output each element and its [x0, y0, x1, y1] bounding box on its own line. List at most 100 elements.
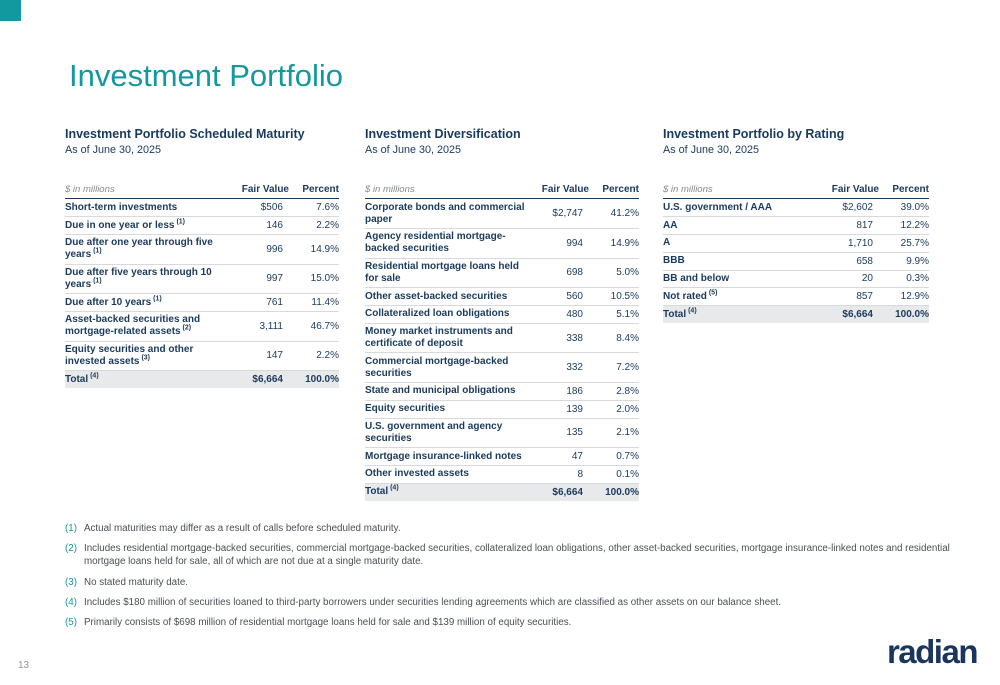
- section-by-rating: Investment Portfolio by Rating As of Jun…: [663, 127, 929, 323]
- table-subtitle-diversification: As of June 30, 2025: [365, 144, 462, 157]
- percent-cell: 7.6%: [316, 202, 339, 214]
- percent-cell: 2.0%: [616, 403, 639, 415]
- fair-value-cell: 560: [566, 291, 583, 303]
- fair-value-cell: 698: [566, 267, 583, 279]
- row-label: U.S. government and agency securities: [365, 421, 503, 444]
- footnote-ref: (1): [91, 277, 102, 285]
- fair-value-cell: $506: [260, 202, 283, 214]
- radian-logo: radian: [886, 633, 979, 670]
- fair-value-cell: 761: [266, 297, 283, 309]
- percent-cell: 7.2%: [616, 362, 639, 374]
- page-title: Investment Portfolio: [69, 58, 343, 93]
- fair-value-cell: 135: [566, 427, 583, 439]
- table-row: Equity securities 139 2.0%: [365, 400, 639, 419]
- table-header-row: $ in millions Fair Value Percent: [65, 182, 339, 199]
- fair-value-cell: $6,664: [252, 374, 283, 386]
- table-row: Mortgage insurance-linked notes 47 0.7%: [365, 448, 639, 466]
- percent-cell: 100.0%: [605, 486, 639, 498]
- table-row: AA 817 12.2%: [663, 217, 929, 235]
- footnote: (2) Includes residential mortgage-backed …: [65, 542, 953, 568]
- footnote-text: Actual maturities may differ as a result…: [84, 523, 401, 534]
- table-row: Due after five years through 10 years (1…: [65, 264, 339, 294]
- percent-cell: 41.2%: [610, 208, 639, 220]
- col-header-percent: Percent: [602, 184, 639, 196]
- row-label: Total (4): [663, 307, 697, 320]
- row-label: Residential mortgage loans held for sale: [365, 261, 519, 284]
- row-label: Other asset-backed securities: [365, 290, 508, 302]
- fair-value-cell: $2,602: [842, 202, 873, 214]
- table-row: State and municipal obligations 186 2.8%: [365, 382, 639, 401]
- table-title-scheduled-maturity: Investment Portfolio Scheduled Maturity: [65, 127, 305, 141]
- row-label: A: [663, 237, 671, 249]
- percent-cell: 2.8%: [616, 385, 639, 397]
- table-row: Other invested assets 8 0.1%: [365, 465, 639, 484]
- percent-cell: 9.9%: [906, 255, 929, 267]
- footnote-ref: (1): [151, 295, 162, 303]
- footnote-ref: (4): [686, 307, 697, 315]
- row-label: Due after five years through 10 years (1…: [65, 267, 212, 290]
- table-header-row: $ in millions Fair Value Percent: [663, 182, 929, 199]
- table-total-row: Total (4) $6,664 100.0%: [65, 370, 339, 388]
- row-label: AA: [663, 219, 678, 231]
- percent-cell: 14.9%: [610, 237, 639, 249]
- table-row: Due after 10 years (1) 761 11.4%: [65, 294, 339, 312]
- footnote-text: Includes $180 million of securities loan…: [84, 596, 782, 608]
- row-label: Total (4): [65, 372, 99, 385]
- footnote: (1) Actual maturities may differ as a res…: [65, 522, 953, 535]
- row-label: Due after 10 years (1): [65, 295, 162, 308]
- table-row: Commercial mortgage-backed securities 332…: [365, 353, 639, 383]
- table-row: Other asset-backed securities 560 10.5%: [365, 288, 639, 306]
- table-row: Residential mortgage loans held for sale…: [365, 258, 639, 288]
- table-subtitle-by-rating: As of June 30, 2025: [663, 144, 760, 157]
- percent-cell: 11.4%: [311, 297, 339, 309]
- table-row: Corporate bonds and commercial paper $2,7…: [365, 199, 639, 229]
- row-label: Due after one year through five years (1…: [65, 237, 213, 261]
- percent-cell: 100.0%: [895, 309, 929, 321]
- fair-value-cell: 658: [856, 255, 873, 267]
- tables-region: Investment Portfolio Scheduled Maturity …: [65, 127, 929, 501]
- footnote-ref: (4): [88, 372, 99, 380]
- row-label: Equity securities and other invested ass…: [65, 344, 194, 367]
- percent-cell: 15.0%: [310, 273, 339, 285]
- fair-value-cell: 3,111: [259, 320, 283, 332]
- footnote: (3) No stated maturity date.: [65, 576, 953, 589]
- percent-cell: 0.1%: [616, 468, 639, 480]
- row-label: Equity securities: [365, 403, 446, 415]
- footnote-number: (5): [65, 617, 77, 629]
- table-row: Agency residential mortgage-backed secur…: [365, 228, 639, 259]
- fair-value-cell: 997: [266, 273, 283, 285]
- col-header-fair-value: Fair Value: [241, 184, 289, 196]
- percent-cell: 8.4%: [616, 332, 639, 344]
- row-label: Mortgage insurance-linked notes: [365, 450, 522, 462]
- row-label: BBB: [663, 255, 685, 267]
- table-row: U.S. government and agency securities 135…: [365, 418, 639, 448]
- percent-cell: 12.9%: [900, 291, 929, 303]
- table-row: Collateralized loan obligations 480 5.1%: [365, 305, 639, 324]
- row-label: Asset-backed securities and mortgage-rel…: [65, 314, 201, 338]
- fair-value-cell: 47: [571, 451, 583, 463]
- footnote-ref: (2): [180, 324, 192, 332]
- footnote-number: (3): [65, 576, 77, 588]
- section-diversification: Investment Diversification As of June 30…: [365, 127, 639, 501]
- table-row: Not rated (5) 857 12.9%: [663, 288, 929, 306]
- table-row: Money market instruments and certificate…: [365, 323, 639, 353]
- fair-value-cell: $2,747: [552, 208, 583, 220]
- section-scheduled-maturity: Investment Portfolio Scheduled Maturity …: [65, 127, 339, 388]
- row-label: Other invested assets: [365, 468, 469, 480]
- row-label: U.S. government / AAA: [663, 201, 773, 213]
- diversification-table: $ in millions Fair Value Percent Corpora…: [365, 182, 639, 501]
- footnote-text: Includes residential mortgage-backed sec…: [84, 543, 950, 568]
- percent-cell: 12.2%: [900, 220, 929, 232]
- fair-value-cell: 332: [566, 362, 583, 374]
- footnote: (4) Includes $180 million of securities l…: [65, 596, 953, 609]
- unit-label: $ in millions: [365, 184, 415, 196]
- fair-value-cell: 139: [566, 403, 583, 415]
- row-label: Commercial mortgage-backed securities: [365, 355, 509, 379]
- table-row: Due in one year or less (1) 146 2.2%: [65, 217, 339, 235]
- unit-label: $ in millions: [65, 184, 115, 196]
- row-label: State and municipal obligations: [365, 385, 516, 397]
- fair-value-cell: 20: [861, 273, 873, 285]
- page-number: 13: [18, 660, 30, 671]
- table-title-by-rating: Investment Portfolio by Rating: [663, 127, 845, 141]
- col-header-fair-value: Fair Value: [831, 184, 879, 196]
